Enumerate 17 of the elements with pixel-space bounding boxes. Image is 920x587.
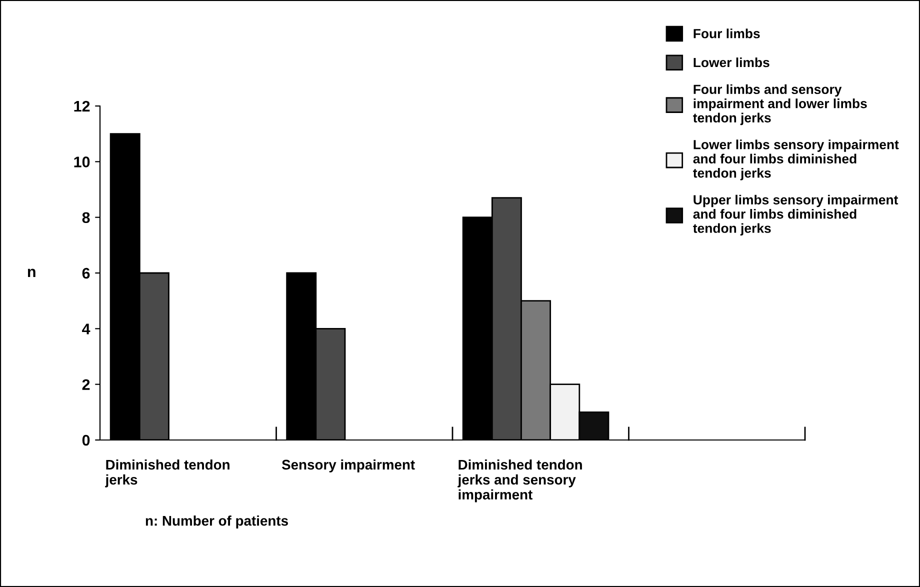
x-tick-label: Diminished tendon jerks and sensory impairment <box>458 459 582 502</box>
legend-label: Lower limbs sensory impairment and four limbs diminished tendon jerks <box>693 140 899 180</box>
y-tick-label: 6 <box>82 268 90 279</box>
x-tick-label: Diminished tendon jerks <box>105 459 230 488</box>
legend-label: Four limbs <box>694 28 760 38</box>
y-tick-label: 10 <box>74 156 90 168</box>
y-tick-label: 4 <box>82 324 90 334</box>
x-tick-label: Sensory impairment <box>282 459 415 472</box>
y-tick-label: 2 <box>82 379 90 390</box>
legend-label: Lower limbs <box>694 57 770 68</box>
text: n: Number of patients <box>146 516 288 528</box>
legend-label: Upper limbs sensory impairment and four limbs diminished tendon jerks <box>693 194 898 236</box>
y-axis-title: n <box>28 268 36 277</box>
y-tick-label: 8 <box>82 212 90 224</box>
y-tick-label: 0 <box>82 434 90 446</box>
y-tick-label: 12 <box>74 100 90 112</box>
legend-label: Four limbs and sensory impairment and lower limbs tendon jerks <box>693 84 867 126</box>
